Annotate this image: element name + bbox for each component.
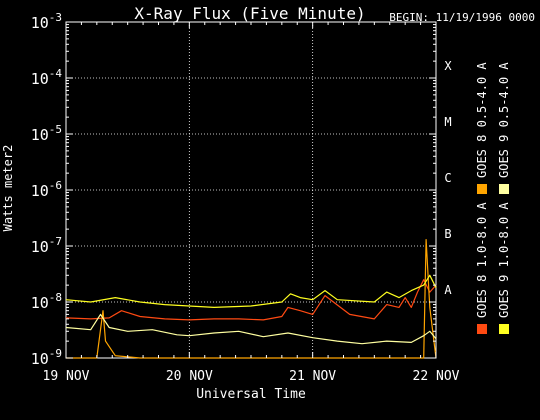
tick-layer: 10-9 10-8 10-7 10-6 10-5 10-4 10-3 19 NOV 20 NOV…	[31, 11, 460, 384]
x-axis-label: Universal Time	[196, 387, 306, 402]
legend-swatch-2	[477, 184, 487, 194]
legend-swatch-4	[499, 184, 509, 194]
y-tick-label: 10-8	[31, 291, 62, 312]
legend-label-4: GOES 9 0.5-4.0 A	[497, 62, 511, 178]
flare-class-label: C	[444, 171, 451, 185]
y-tick-label: 10-3	[31, 11, 62, 32]
x-tick-label: 20 NOV	[166, 369, 213, 384]
begin-timestamp: BEGIN: 11/19/1996 0000	[389, 11, 535, 24]
legend-label-2: GOES 8 0.5-4.0 A	[475, 62, 489, 178]
x-tick-label: 21 NOV	[289, 369, 336, 384]
legend-swatch-1	[477, 324, 487, 334]
y-axis-label: Watts meter2	[1, 145, 15, 232]
x-tick-label: 22 NOV	[413, 369, 460, 384]
legend-swatch-3	[499, 324, 509, 334]
flare-class-label: A	[444, 283, 452, 297]
series-line-4	[65, 313, 437, 345]
chart-title: X-Ray Flux (Five Minute)	[134, 4, 365, 23]
series-line-3	[65, 274, 437, 308]
series-layer	[65, 239, 437, 359]
flare-class-label: X	[444, 59, 452, 73]
series-line-1	[65, 279, 437, 321]
grid-layer	[66, 22, 436, 358]
legend: GOES 8 1.0-8.0 A GOES 8 0.5-4.0 A GOES 9 1…	[475, 62, 511, 334]
y-tick-label: 10-9	[31, 347, 62, 368]
y-tick-label: 10-4	[31, 67, 63, 88]
y-tick-label: 10-6	[31, 179, 62, 200]
flare-class-label: B	[444, 227, 451, 241]
y-tick-label: 10-7	[31, 235, 62, 256]
legend-label-3: GOES 9 1.0-8.0 A	[497, 202, 511, 318]
legend-label-1: GOES 8 1.0-8.0 A	[475, 202, 489, 318]
flare-class-label: M	[444, 115, 451, 129]
x-tick-label: 19 NOV	[43, 369, 90, 384]
y-tick-label: 10-5	[31, 123, 62, 144]
plot-frame	[65, 21, 437, 359]
